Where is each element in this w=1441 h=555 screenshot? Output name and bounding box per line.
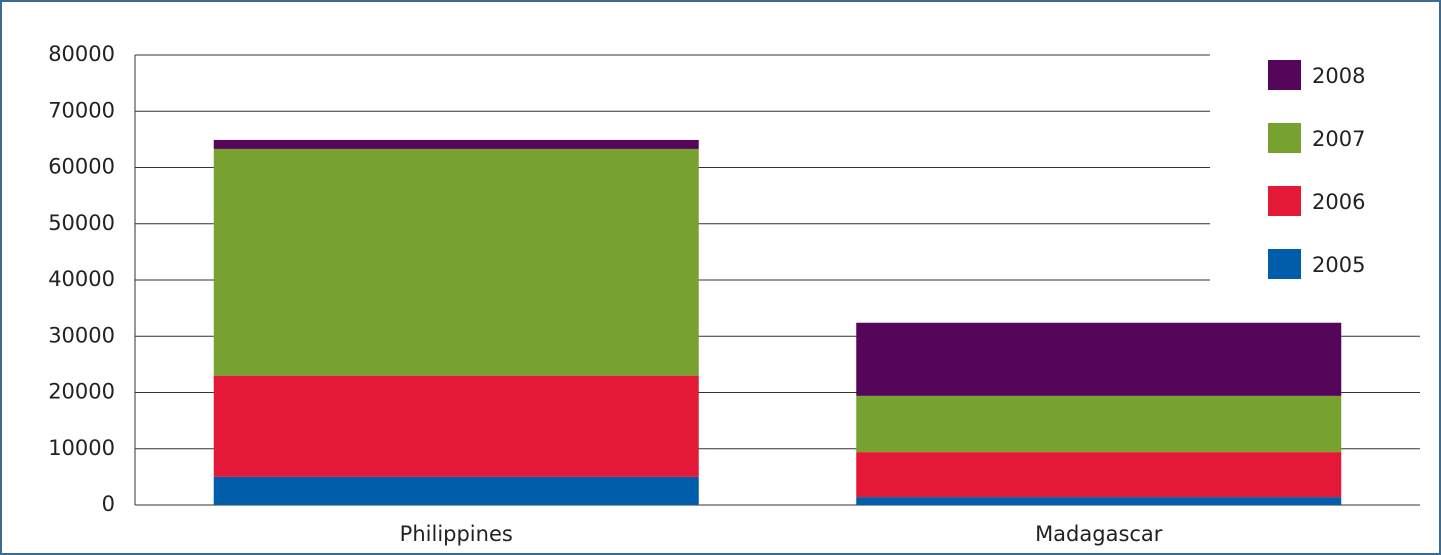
legend-swatch	[1268, 249, 1301, 279]
x-tick-label: Philippines	[400, 522, 513, 546]
y-tick-label: 0	[102, 492, 115, 516]
y-tick-label: 10000	[48, 436, 115, 460]
y-tick-label: 60000	[48, 155, 115, 179]
legend-label: 2007	[1312, 127, 1365, 151]
bar-segment	[213, 139, 699, 149]
bar-segment	[856, 497, 1342, 505]
legend-swatch	[1268, 60, 1301, 90]
legend-label: 2005	[1312, 253, 1365, 277]
legend-swatch	[1268, 186, 1301, 216]
bar-segment	[213, 375, 699, 477]
legend-swatch	[1268, 123, 1301, 153]
bar-segment	[213, 148, 699, 376]
bar-segment	[856, 452, 1342, 498]
y-tick-label: 70000	[48, 98, 115, 122]
x-tick-label: Madagascar	[1035, 522, 1163, 546]
bar-segment	[856, 322, 1342, 396]
legend-label: 2006	[1312, 190, 1365, 214]
y-tick-label: 80000	[48, 42, 115, 66]
y-tick-label: 30000	[48, 323, 115, 347]
y-tick-label: 40000	[48, 267, 115, 291]
legend-label: 2008	[1312, 64, 1365, 88]
y-tick-label: 20000	[48, 380, 115, 404]
bar-segment	[213, 476, 699, 505]
y-tick-label: 50000	[48, 211, 115, 235]
bar-segment	[856, 395, 1342, 453]
